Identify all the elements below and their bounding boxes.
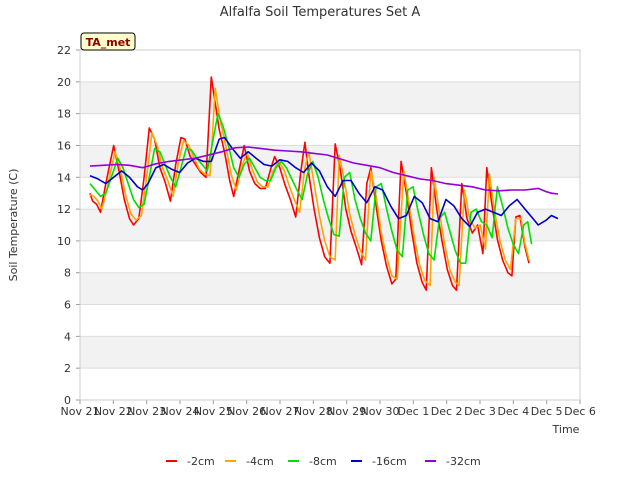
plot-band [80, 81, 580, 114]
station-badge-label: TA_met [86, 36, 131, 49]
y-axis-ticks: 0 2 4 6 8 10 12 14 16 18 20 22 [57, 44, 80, 407]
series-line-4cm [89, 87, 530, 287]
x-tick-label: Dec 2 [431, 405, 463, 418]
y-tick-label: 22 [57, 44, 71, 57]
y-tick-label: 4 [64, 330, 71, 343]
legend-label: -8cm [309, 455, 337, 468]
x-tick-label: Nov 24 [161, 405, 200, 418]
y-axis-label: Soil Temperature (C) [7, 169, 20, 282]
x-tick-label: Dec 6 [564, 405, 596, 418]
y-tick-label: 6 [64, 299, 71, 312]
station-badge: TA_met [80, 32, 136, 51]
plot-band [80, 336, 580, 369]
y-tick-label: 12 [57, 203, 71, 216]
station-badge-box [80, 32, 136, 51]
x-tick-label: Dec 3 [464, 405, 496, 418]
x-tick-label: Dec 4 [497, 405, 529, 418]
x-tick-label: Nov 26 [227, 405, 266, 418]
plot-border [79, 49, 581, 401]
y-tick-label: 20 [57, 76, 71, 89]
y-tick-label: 10 [57, 235, 71, 248]
legend-label: -4cm [246, 455, 274, 468]
series-line-2cm [89, 76, 530, 291]
x-tick-label: Nov 23 [127, 405, 166, 418]
x-tick-label: Nov 27 [261, 405, 300, 418]
chart-title: Alfalfa Soil Temperatures Set A [220, 5, 421, 20]
series-line-32cm [89, 146, 559, 195]
plot-band [80, 272, 580, 305]
y-tick-label: 16 [57, 139, 71, 152]
x-tick-label: Nov 30 [361, 405, 400, 418]
y-tick-label: 18 [57, 108, 71, 121]
x-tick-label: Nov 22 [94, 405, 133, 418]
x-tick-label: Nov 21 [61, 405, 100, 418]
x-tick-label: Dec 1 [397, 405, 429, 418]
y-tick-label: 8 [64, 267, 71, 280]
y-tick-label: 0 [64, 394, 71, 407]
series-lines [89, 76, 559, 291]
x-tick-label: Nov 29 [327, 405, 366, 418]
x-tick-label: Nov 28 [294, 405, 333, 418]
x-axis-label: Time [552, 423, 580, 436]
x-tick-label: Dec 5 [531, 405, 563, 418]
series-line-16cm [89, 136, 559, 228]
legend-label: -16cm [372, 455, 407, 468]
x-tick-label: Nov 25 [194, 405, 233, 418]
legend-label: -2cm [187, 455, 215, 468]
y-tick-label: 2 [64, 362, 71, 375]
y-tick-label: 14 [57, 171, 71, 184]
legend-label: -32cm [446, 455, 481, 468]
legend: -2cm -4cm -8cm -16cm -32cm [166, 455, 481, 468]
